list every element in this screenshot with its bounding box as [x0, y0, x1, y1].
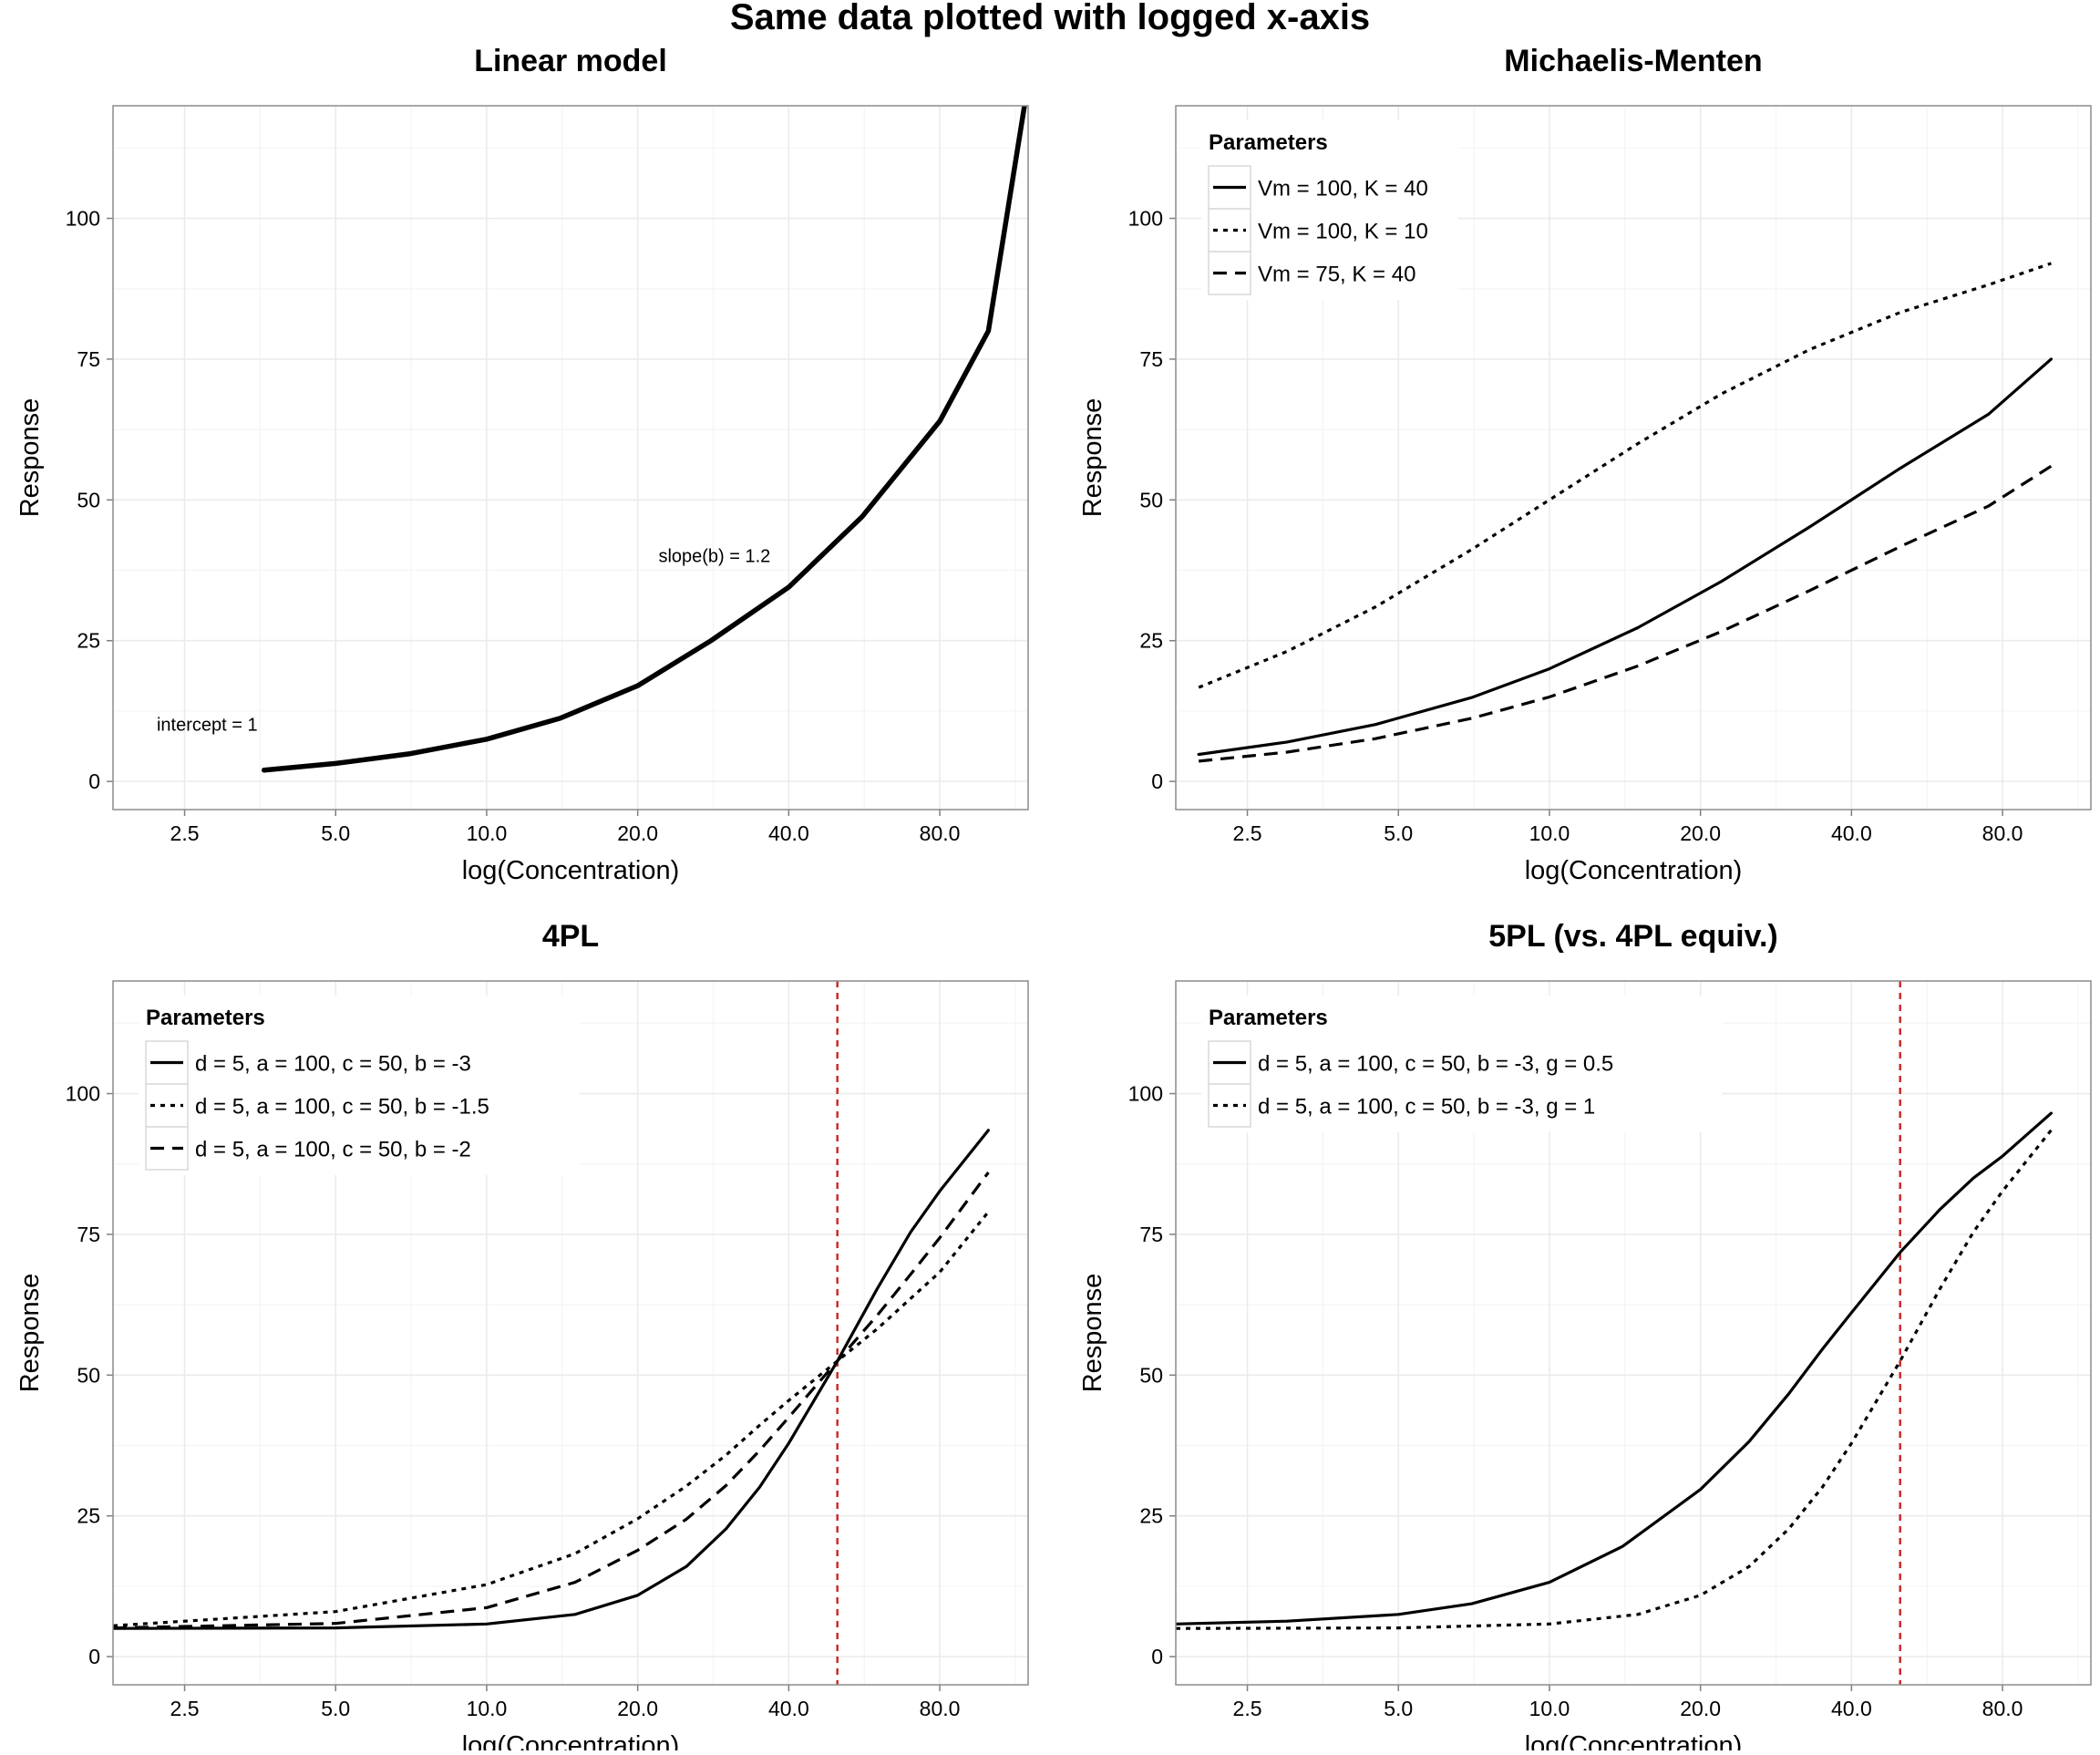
x-tick-label: 10.0 — [1529, 1697, 1570, 1720]
legend-label: d = 5, a = 100, c = 50, b = -3, g = 1 — [1258, 1095, 1595, 1120]
legend-background — [139, 996, 580, 1175]
series-group — [1176, 1111, 2053, 1630]
x-tick-label: 80.0 — [1982, 821, 2023, 845]
y-tick-label: 100 — [1128, 207, 1163, 231]
x-tick-label: 5.0 — [321, 1697, 350, 1720]
x-tick-label: 2.5 — [1233, 1697, 1262, 1720]
legend-label: d = 5, a = 100, c = 50, b = -1.5 — [195, 1095, 489, 1120]
series-group — [1197, 262, 2053, 763]
chart-title: Michaelis-Menten — [1504, 44, 1762, 78]
legend-title: Parameters — [1209, 1006, 1328, 1030]
legend: Parameters d = 5, a = 100, c = 50, b = -3… — [139, 996, 580, 1175]
series-line-2 — [1198, 262, 2052, 689]
series-group — [113, 1129, 990, 1630]
page-title: Same data plotted with logged x-axis — [730, 0, 1370, 37]
x-axis-label: log(Concentration) — [462, 1731, 680, 1750]
chart-title: Linear model — [474, 44, 667, 78]
x-tick-label: 2.5 — [170, 821, 200, 845]
plot-border — [112, 105, 1029, 810]
x-axis-label: log(Concentration) — [1525, 1731, 1743, 1750]
plot-border — [112, 980, 1029, 1686]
y-tick-label: 50 — [1139, 1363, 1163, 1387]
y-tick-label: 0 — [1151, 769, 1163, 793]
chart-panel-1: 0 25 50 75 100 2.5 5.0 10.0 20.0 40.0 80.0 intercep… — [15, 44, 1029, 885]
x-tick-label: 10.0 — [1529, 821, 1570, 845]
legend-label: d = 5, a = 100, c = 50, b = -3, g = 0.5 — [1258, 1052, 1613, 1077]
series-line-1 — [113, 1129, 990, 1630]
annotation: slope(b) = 1.2 — [658, 546, 770, 566]
y-tick-label: 50 — [77, 488, 100, 511]
legend-label: Vm = 100, K = 40 — [1258, 177, 1428, 201]
plot-area — [113, 106, 1028, 810]
series-line-1 — [261, 106, 1027, 773]
y-tick-label: 75 — [1139, 347, 1163, 371]
x-axis-label: log(Concentration) — [1525, 856, 1743, 885]
y-tick-label: 75 — [1139, 1223, 1163, 1246]
x-tick-label: 2.5 — [1233, 821, 1262, 845]
annotation: intercept = 1 — [157, 716, 258, 736]
legend-title: Parameters — [1209, 130, 1328, 155]
legend-background — [1201, 996, 1723, 1132]
legend-title: Parameters — [146, 1006, 265, 1030]
chart-panel-3: 0 25 50 75 100 2.5 5.0 10.0 20.0 40.0 80.0 4PL log(C… — [15, 919, 1029, 1755]
y-tick-label: 0 — [88, 1645, 100, 1668]
x-tick-label: 5.0 — [1384, 1697, 1413, 1720]
plot-border — [1175, 105, 2092, 810]
x-tick-label: 2.5 — [170, 1697, 200, 1720]
series-line-2 — [1176, 1129, 2053, 1630]
legend: Parameters d = 5, a = 100, c = 50, b = -3… — [1201, 996, 1723, 1132]
chart-panel-4: 0 25 50 75 100 2.5 5.0 10.0 20.0 40.0 80.0 5PL (vs.… — [1078, 919, 2092, 1755]
x-axis-label: log(Concentration) — [462, 856, 680, 885]
legend-label: d = 5, a = 100, c = 50, b = -2 — [195, 1138, 471, 1162]
y-tick-label: 25 — [1139, 1504, 1163, 1528]
y-tick-label: 0 — [1151, 1645, 1163, 1668]
y-axis-label: Response — [1078, 398, 1107, 518]
x-tick-label: 5.0 — [1384, 821, 1413, 845]
y-tick-label: 25 — [77, 1504, 100, 1528]
y-tick-label: 75 — [77, 347, 100, 371]
plot-border — [1175, 980, 2092, 1686]
y-tick-label: 25 — [1139, 629, 1163, 653]
legend-label: Vm = 75, K = 40 — [1258, 263, 1415, 287]
x-tick-label: 80.0 — [1982, 1697, 2023, 1720]
y-axis-label: Response — [15, 1274, 45, 1393]
legend: Parameters Vm = 100, K = 40 Vm = 100, K = … — [1201, 120, 1458, 300]
y-tick-label: 75 — [77, 1223, 100, 1246]
y-axis-label: Response — [1078, 1274, 1107, 1393]
y-tick-label: 0 — [88, 769, 100, 793]
x-tick-label: 20.0 — [617, 821, 658, 845]
y-tick-label: 50 — [77, 1363, 100, 1387]
x-tick-label: 10.0 — [467, 1697, 508, 1720]
y-tick-label: 50 — [1139, 488, 1163, 511]
y-tick-label: 100 — [66, 1082, 100, 1106]
x-tick-label: 10.0 — [467, 821, 508, 845]
chart-title: 4PL — [542, 919, 599, 954]
x-tick-label: 40.0 — [768, 1697, 809, 1720]
y-tick-label: 100 — [66, 207, 100, 231]
y-axis-label: Response — [15, 398, 45, 518]
legend-label: Vm = 100, K = 10 — [1258, 220, 1428, 244]
x-tick-label: 40.0 — [1831, 1697, 1872, 1720]
series-line-1 — [1197, 357, 2053, 757]
y-tick-label: 100 — [1128, 1082, 1163, 1106]
series-line-3 — [1199, 464, 2053, 763]
series-line-3 — [113, 1172, 990, 1630]
x-tick-label: 5.0 — [321, 821, 350, 845]
series-line-2 — [113, 1211, 990, 1627]
series-group — [261, 106, 1027, 773]
chart-title: 5PL (vs. 4PL equiv.) — [1488, 919, 1777, 954]
chart-panel-2: 0 25 50 75 100 2.5 5.0 10.0 20.0 40.0 80.0 Michaeli… — [1078, 44, 2092, 885]
x-tick-label: 20.0 — [1680, 821, 1721, 845]
x-tick-label: 40.0 — [1831, 821, 1872, 845]
x-tick-label: 40.0 — [768, 821, 809, 845]
x-tick-label: 20.0 — [1680, 1697, 1721, 1720]
legend-label: d = 5, a = 100, c = 50, b = -3 — [195, 1052, 471, 1077]
x-tick-label: 80.0 — [920, 1697, 961, 1720]
x-tick-label: 20.0 — [617, 1697, 658, 1720]
series-line-1 — [1176, 1111, 2053, 1626]
x-tick-label: 80.0 — [920, 821, 961, 845]
y-tick-label: 25 — [77, 629, 100, 653]
